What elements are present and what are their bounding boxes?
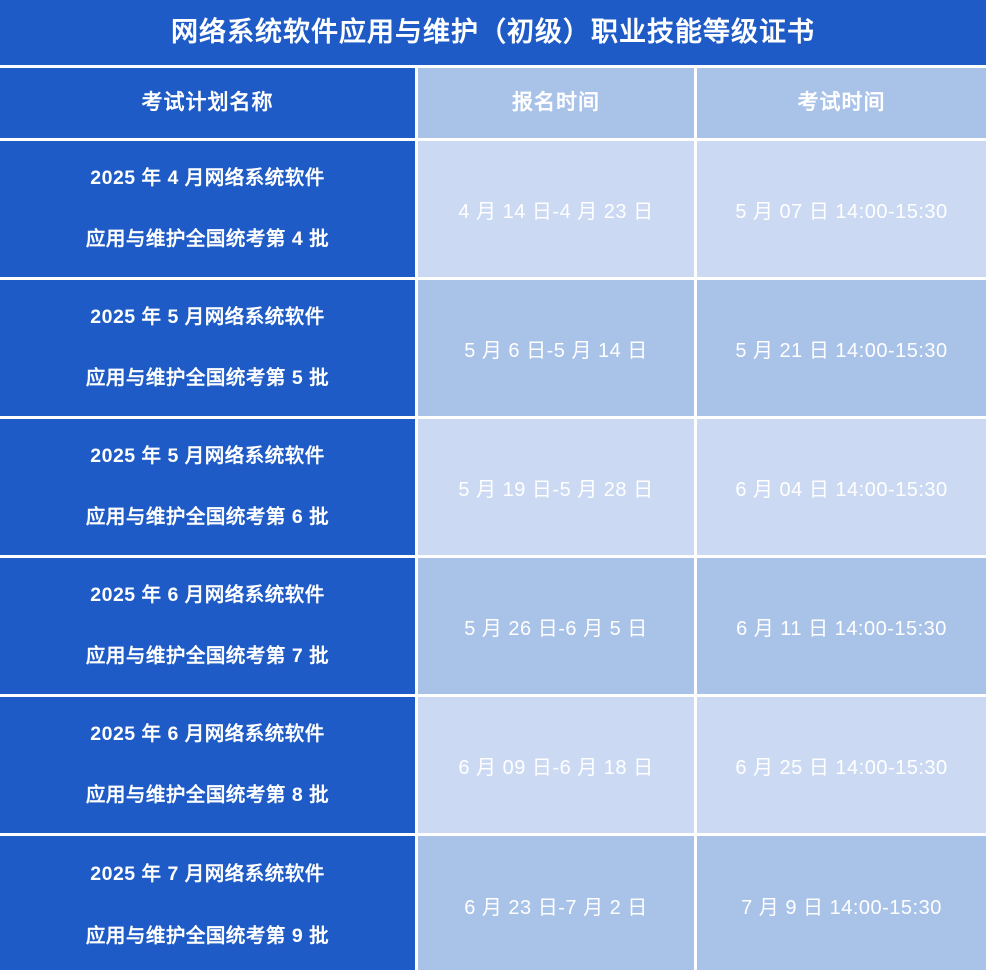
plan-name-line-2: 应用与维护全国统考第 4 批 (85, 228, 330, 250)
cell-exam-time: 6 月 04 日 14:00-15:30 (697, 419, 986, 558)
cell-signup-time: 5 月 6 日-5 月 14 日 (418, 280, 697, 419)
table-row: 2025 年 7 月网络系统软件 应用与维护全国统考第 9 批 6 月 23 日… (0, 836, 986, 970)
column-header-plan-name-label: 考试计划名称 (141, 91, 274, 114)
cell-plan-name: 2025 年 5 月网络系统软件 应用与维护全国统考第 5 批 (0, 280, 418, 419)
cell-plan-name: 2025 年 4 月网络系统软件 应用与维护全国统考第 4 批 (0, 141, 418, 280)
table-header-row: 考试计划名称 报名时间 考试时间 (0, 68, 986, 141)
plan-name-line-1: 2025 年 5 月网络系统软件 (90, 305, 325, 328)
cell-exam-time: 6 月 25 日 14:00-15:30 (697, 697, 986, 836)
cell-signup-time: 4 月 14 日-4 月 23 日 (418, 141, 697, 280)
plan-name-line-2: 应用与维护全国统考第 7 批 (85, 645, 330, 667)
table-row: 2025 年 5 月网络系统软件 应用与维护全国统考第 5 批 5 月 6 日-… (0, 280, 986, 419)
plan-name-line-1: 2025 年 5 月网络系统软件 (90, 444, 325, 467)
plan-name-line-2: 应用与维护全国统考第 8 批 (85, 784, 330, 806)
cell-exam-time: 6 月 11 日 14:00-15:30 (697, 558, 986, 697)
cell-plan-name: 2025 年 6 月网络系统软件 应用与维护全国统考第 7 批 (0, 558, 418, 697)
table-row: 2025 年 6 月网络系统软件 应用与维护全国统考第 8 批 6 月 09 日… (0, 697, 986, 836)
plan-name-line-1: 2025 年 6 月网络系统软件 (90, 722, 325, 745)
plan-name-line-1: 2025 年 4 月网络系统软件 (90, 166, 325, 189)
page-title: 网络系统软件应用与维护（初级）职业技能等级证书 (171, 17, 815, 47)
column-header-plan-name: 考试计划名称 (0, 68, 418, 141)
cell-exam-time: 5 月 21 日 14:00-15:30 (697, 280, 986, 419)
column-header-exam-time-label: 考试时间 (797, 91, 886, 114)
table-head: 考试计划名称 报名时间 考试时间 (0, 68, 986, 141)
plan-name-line-1: 2025 年 7 月网络系统软件 (90, 863, 325, 885)
title-banner: 网络系统软件应用与维护（初级）职业技能等级证书 (0, 0, 986, 65)
plan-name-line-2: 应用与维护全国统考第 5 批 (85, 367, 330, 389)
cell-signup-time: 5 月 26 日-6 月 5 日 (418, 558, 697, 697)
cell-plan-name: 2025 年 6 月网络系统软件 应用与维护全国统考第 8 批 (0, 697, 418, 836)
cell-plan-name: 2025 年 7 月网络系统软件 应用与维护全国统考第 9 批 (0, 836, 418, 970)
cell-signup-time: 6 月 23 日-7 月 2 日 (418, 836, 697, 970)
cell-plan-name: 2025 年 5 月网络系统软件 应用与维护全国统考第 6 批 (0, 419, 418, 558)
cell-signup-time: 5 月 19 日-5 月 28 日 (418, 419, 697, 558)
plan-name-line-2: 应用与维护全国统考第 6 批 (85, 506, 330, 528)
table-row: 2025 年 5 月网络系统软件 应用与维护全国统考第 6 批 5 月 19 日… (0, 419, 986, 558)
table-body: 2025 年 4 月网络系统软件 应用与维护全国统考第 4 批 4 月 14 日… (0, 141, 986, 970)
cell-signup-time: 6 月 09 日-6 月 18 日 (418, 697, 697, 836)
plan-name-line-1: 2025 年 6 月网络系统软件 (90, 583, 325, 606)
plan-name-line-2: 应用与维护全国统考第 9 批 (85, 924, 330, 947)
column-header-exam-time: 考试时间 (697, 68, 986, 141)
table-row: 2025 年 4 月网络系统软件 应用与维护全国统考第 4 批 4 月 14 日… (0, 141, 986, 280)
exam-schedule-table: 考试计划名称 报名时间 考试时间 2025 年 4 月网络系统软件 应用与维护全… (0, 68, 986, 970)
column-header-signup-time-label: 报名时间 (512, 91, 600, 114)
cell-exam-time: 7 月 9 日 14:00-15:30 (697, 836, 986, 970)
column-header-signup-time: 报名时间 (418, 68, 697, 141)
table-row: 2025 年 6 月网络系统软件 应用与维护全国统考第 7 批 5 月 26 日… (0, 558, 986, 697)
cell-exam-time: 5 月 07 日 14:00-15:30 (697, 141, 986, 280)
